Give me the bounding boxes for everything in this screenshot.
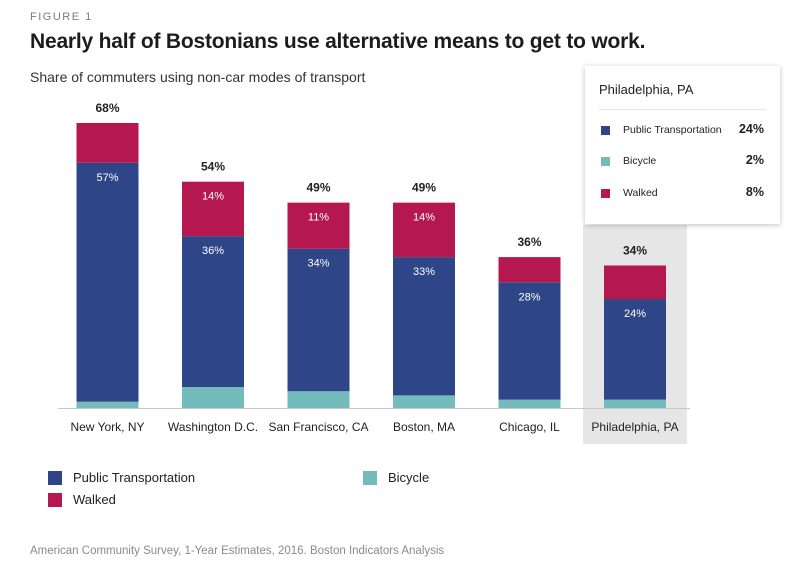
tooltip-value: 8% — [745, 185, 764, 199]
tooltip-label: Walked — [623, 187, 658, 199]
data-label: 28% — [518, 291, 540, 303]
bar-segment-public-transportation — [76, 162, 139, 402]
bar-segment-walked — [604, 265, 666, 300]
tooltip-row-walked: Walked 8% — [601, 185, 764, 201]
bar-segment-walked — [76, 123, 139, 163]
data-label: 36% — [202, 245, 224, 257]
chart-title: Nearly half of Bostonians use alternativ… — [30, 30, 646, 53]
figure-label: FIGURE 1 — [30, 11, 93, 23]
source-note: American Community Survey, 1-Year Estima… — [30, 545, 445, 557]
bar-segment-walked — [287, 202, 350, 249]
legend-swatch-public-transportation — [48, 471, 62, 485]
tooltip-swatch-bicycle — [601, 157, 610, 166]
data-label: 11% — [308, 212, 329, 224]
x-tick-label: Boston, MA — [393, 420, 455, 434]
bar-segment-bicycle — [604, 399, 666, 408]
total-label: 34% — [623, 244, 647, 258]
tooltip-value: 2% — [745, 153, 764, 167]
bar-segment-public-transportation — [182, 236, 244, 388]
data-label: 57% — [96, 172, 118, 184]
legend-label: Walked — [73, 492, 116, 507]
bar-segment-public-transportation — [393, 257, 455, 396]
tooltip: Philadelphia, PA Public Transportation 2… — [585, 66, 780, 224]
bar-segment-public-transportation — [498, 282, 561, 400]
total-label: 68% — [95, 101, 119, 115]
x-tick-label: Chicago, IL — [499, 420, 560, 434]
total-label: 49% — [306, 181, 330, 195]
tooltip-label: Bicycle — [623, 155, 657, 167]
x-tick-label: New York, NY — [70, 420, 144, 434]
bar-segment-public-transportation — [604, 299, 666, 400]
bar-segment-walked — [182, 181, 244, 237]
stacked-bar-chart: 57% 68% New York, NY 36% 14% 54% Washington D.… — [58, 101, 690, 444]
bar-segment-walked — [498, 257, 561, 283]
tooltip-swatch-public-transportation — [601, 126, 610, 135]
data-label: 34% — [307, 258, 329, 270]
total-label: 54% — [201, 160, 225, 174]
total-label: 49% — [412, 181, 436, 195]
tooltip-label: Public Transportation — [623, 124, 722, 136]
x-tick-label: Washington D.C. — [168, 420, 258, 434]
total-label: 36% — [517, 235, 541, 249]
legend-label: Bicycle — [388, 470, 430, 485]
data-label: 33% — [413, 266, 435, 278]
data-label: 14% — [202, 191, 224, 203]
bar-segment-bicycle — [393, 395, 455, 408]
bar-segment-walked — [393, 202, 455, 258]
bar-segment-bicycle — [287, 391, 350, 408]
legend-label: Public Transportation — [73, 470, 196, 485]
legend-swatch-walked — [48, 493, 62, 507]
bar-segment-public-transportation — [287, 248, 350, 392]
tooltip-row-bicycle: Bicycle 2% — [601, 153, 764, 169]
legend-swatch-bicycle — [363, 471, 377, 485]
bar-segment-bicycle — [76, 401, 139, 408]
bar-segment-bicycle — [498, 399, 561, 408]
bar-segment-bicycle — [182, 387, 244, 408]
chart-subtitle: Share of commuters using non-car modes o… — [30, 69, 366, 85]
data-label: 14% — [413, 212, 435, 224]
x-tick-label: Philadelphia, PA — [591, 420, 678, 434]
data-label: 24% — [624, 308, 646, 320]
tooltip-row-public-transportation: Public Transportation 24% — [601, 122, 764, 138]
tooltip-title: Philadelphia, PA — [599, 82, 694, 97]
x-tick-label: San Francisco, CA — [268, 420, 368, 434]
tooltip-divider — [599, 109, 766, 110]
tooltip-swatch-walked — [601, 189, 610, 198]
tooltip-value: 24% — [738, 122, 764, 136]
